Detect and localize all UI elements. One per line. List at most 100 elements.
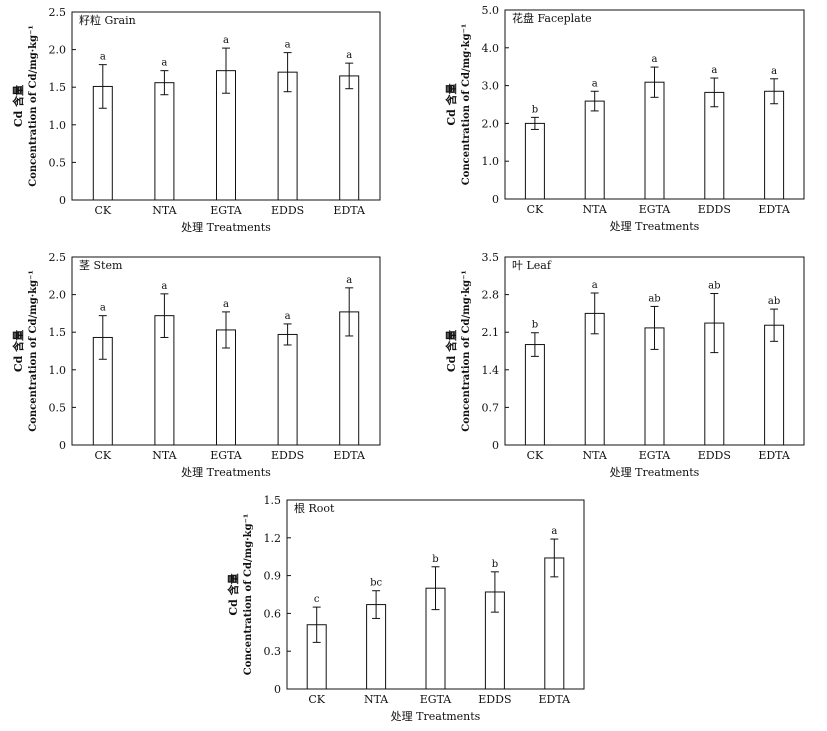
bar bbox=[339, 75, 360, 201]
y-tick-label: 0 bbox=[492, 193, 499, 206]
bar bbox=[764, 324, 785, 446]
y-tick-label: 0 bbox=[59, 439, 66, 452]
significance-letter: a bbox=[161, 58, 167, 69]
x-tick-label: NTA bbox=[152, 204, 177, 217]
significance-letter: a bbox=[285, 40, 291, 51]
bar bbox=[584, 100, 605, 200]
x-axis-label: 处理 Treatments bbox=[181, 221, 271, 234]
significance-letter: b bbox=[532, 104, 538, 115]
significance-letter: bc bbox=[370, 578, 382, 589]
y-axis-label-cn: Cd 含量 bbox=[226, 573, 240, 615]
y-tick-label: 2.5 bbox=[49, 251, 67, 264]
y-tick-label: 1.5 bbox=[49, 326, 67, 339]
y-tick-label: 1.5 bbox=[264, 494, 282, 507]
y-tick-label: 1.2 bbox=[264, 532, 282, 545]
x-axis-label: 处理 Treatments bbox=[610, 466, 700, 479]
x-axis-label: 处理 Treatments bbox=[181, 466, 271, 479]
y-tick-label: 1.0 bbox=[49, 119, 67, 132]
y-tick-label: 1.0 bbox=[49, 364, 67, 377]
significance-letter: b bbox=[492, 559, 498, 570]
significance-letter: c bbox=[314, 594, 320, 605]
y-tick-label: 2.8 bbox=[482, 289, 500, 302]
y-tick-label: 2.1 bbox=[482, 326, 500, 339]
y-tick-label: 5.0 bbox=[482, 4, 500, 17]
x-tick-label: CK bbox=[527, 449, 544, 462]
x-tick-label: EDTA bbox=[333, 204, 366, 217]
significance-letter: a bbox=[161, 281, 167, 292]
y-tick-label: 4.0 bbox=[482, 42, 500, 55]
significance-letter: ab bbox=[648, 293, 660, 304]
significance-letter: a bbox=[223, 35, 229, 46]
y-axis-label: Concentration of Cd/mg·kg⁻¹ bbox=[243, 514, 254, 676]
y-tick-label: 1.0 bbox=[482, 155, 500, 168]
bar bbox=[704, 91, 725, 200]
x-tick-label: EGTA bbox=[210, 204, 243, 217]
y-tick-label: 3.0 bbox=[482, 80, 500, 93]
x-tick-label: EDTA bbox=[758, 449, 791, 462]
y-tick-label: 0.7 bbox=[482, 401, 500, 414]
significance-letter: a bbox=[592, 78, 598, 89]
x-tick-label: EDTA bbox=[758, 203, 791, 216]
significance-letter: a bbox=[100, 303, 106, 314]
y-axis-label-cn: Cd 含量 bbox=[444, 83, 458, 125]
x-tick-label: NTA bbox=[364, 693, 389, 706]
x-axis-label: 处理 Treatments bbox=[391, 710, 481, 723]
chart-title: 根 Root bbox=[294, 501, 335, 515]
significance-letter: a bbox=[100, 52, 106, 63]
bar bbox=[277, 333, 298, 446]
x-axis-label: 处理 Treatments bbox=[610, 220, 700, 233]
chart-panel: 0 0.5 1.0 1.5 2.0 2.5 a CK a NTA a EGTA a EDDS a EDTA 籽粒… bbox=[11, 6, 381, 234]
x-tick-label: EGTA bbox=[210, 449, 243, 462]
y-axis-label: Concentration of Cd/mg·kg⁻¹ bbox=[28, 25, 39, 187]
chart-panel: 0 0.7 1.4 2.1 2.8 3.5 b CK a NTA ab EGTA ab EDDS ab EDT… bbox=[444, 251, 805, 479]
y-tick-label: 0.9 bbox=[264, 570, 282, 583]
y-tick-label: 0.5 bbox=[49, 156, 67, 169]
x-tick-label: NTA bbox=[583, 449, 608, 462]
x-tick-label: EGTA bbox=[420, 693, 453, 706]
significance-letter: a bbox=[285, 311, 291, 322]
y-tick-label: 3.5 bbox=[482, 251, 500, 264]
y-tick-label: 2.0 bbox=[49, 44, 67, 57]
y-tick-label: 0 bbox=[59, 194, 66, 207]
y-axis-label-cn: Cd 含量 bbox=[11, 330, 25, 372]
y-tick-label: 0 bbox=[492, 439, 499, 452]
y-tick-label: 0.5 bbox=[49, 401, 67, 414]
chart-title: 花盘 Faceplate bbox=[512, 11, 592, 25]
chart-title: 茎 Stem bbox=[79, 259, 123, 272]
y-tick-label: 0.3 bbox=[264, 645, 282, 658]
x-tick-label: EDDS bbox=[698, 203, 731, 216]
bar bbox=[764, 90, 785, 200]
significance-letter: ab bbox=[708, 281, 720, 292]
y-tick-label: 2.0 bbox=[49, 289, 67, 302]
y-axis-label: Concentration of Cd/mg·kg⁻¹ bbox=[461, 270, 472, 432]
y-tick-label: 2.0 bbox=[482, 117, 500, 130]
x-tick-label: EGTA bbox=[639, 449, 672, 462]
x-tick-label: NTA bbox=[152, 449, 177, 462]
x-tick-label: NTA bbox=[583, 203, 608, 216]
chart-panel: 0 0.3 0.6 0.9 1.2 1.5 c CK bc NTA b EGTA b EDDS a EDTA 根… bbox=[226, 494, 585, 723]
y-axis-label-cn: Cd 含量 bbox=[11, 85, 25, 127]
x-tick-label: CK bbox=[308, 693, 325, 706]
bar bbox=[644, 81, 665, 200]
significance-letter: a bbox=[346, 275, 352, 286]
significance-letter: a bbox=[652, 54, 658, 65]
x-tick-label: EDTA bbox=[333, 449, 366, 462]
significance-letter: b bbox=[532, 320, 538, 331]
y-axis-label: Concentration of Cd/mg·kg⁻¹ bbox=[461, 24, 472, 186]
x-tick-label: EDTA bbox=[539, 693, 572, 706]
chart-title: 籽粒 Grain bbox=[79, 13, 136, 27]
x-tick-label: CK bbox=[94, 204, 111, 217]
significance-letter: ab bbox=[768, 296, 780, 307]
y-tick-label: 1.5 bbox=[49, 81, 67, 94]
x-tick-label: EDDS bbox=[478, 693, 511, 706]
chart-panel: 0 0.5 1.0 1.5 2.0 2.5 a CK a NTA a EGTA a EDDS a EDTA 茎 … bbox=[11, 251, 381, 479]
bar bbox=[154, 82, 175, 201]
significance-letter: a bbox=[346, 50, 352, 61]
significance-letter: a bbox=[223, 299, 229, 310]
y-tick-label: 0 bbox=[274, 683, 281, 696]
x-tick-label: EDDS bbox=[271, 204, 304, 217]
y-axis-label: Concentration of Cd/mg·kg⁻¹ bbox=[28, 270, 39, 432]
y-tick-label: 2.5 bbox=[49, 6, 67, 19]
y-axis-label-cn: Cd 含量 bbox=[444, 330, 458, 372]
x-tick-label: EGTA bbox=[639, 203, 672, 216]
